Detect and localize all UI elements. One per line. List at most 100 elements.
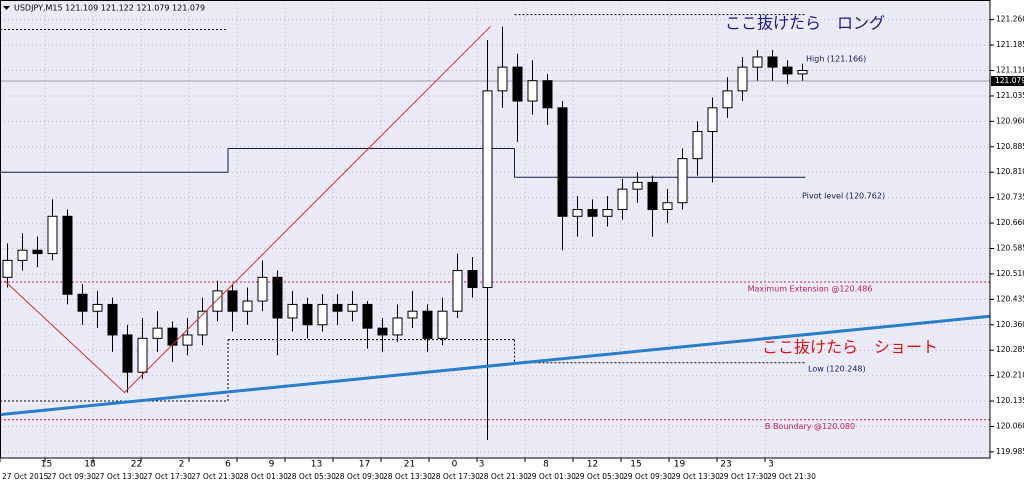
hour-label: 23 bbox=[720, 460, 731, 470]
candle-body bbox=[482, 90, 493, 288]
candle-body bbox=[212, 290, 223, 312]
candle-body bbox=[2, 259, 13, 278]
y-tick-label: 121.260 bbox=[996, 15, 1024, 24]
candle-body bbox=[17, 249, 28, 261]
candle-body bbox=[752, 56, 763, 68]
y-tick-label: 121.035 bbox=[996, 91, 1024, 100]
x-tick-label: 27 Oct 2015 bbox=[2, 472, 49, 481]
candle-body bbox=[362, 303, 373, 329]
candle-body bbox=[197, 310, 208, 336]
menu-arrow bbox=[3, 6, 10, 10]
candle-body bbox=[542, 80, 553, 109]
candle-body bbox=[437, 310, 448, 339]
x-tick-label: 27 Oct 21:30 bbox=[191, 472, 240, 481]
candle-body bbox=[767, 56, 778, 68]
annotation-low: Low (120.248) bbox=[808, 365, 866, 374]
hour-label: 21 bbox=[404, 460, 415, 470]
chart-title: USDJPY,M15 121.109 121.122 121.079 121.0… bbox=[14, 4, 205, 13]
y-tick-label: 120.735 bbox=[996, 193, 1024, 202]
y-tick-label: 120.285 bbox=[996, 345, 1024, 354]
y-tick-label: 120.435 bbox=[996, 294, 1024, 303]
x-tick-label: 27 Oct 17:30 bbox=[143, 472, 192, 481]
candle-body bbox=[527, 80, 538, 102]
candle-body bbox=[107, 303, 118, 336]
hour-label: 13 bbox=[311, 460, 322, 470]
x-tick-label: 29 Oct 01:30 bbox=[527, 472, 576, 481]
candle-body bbox=[227, 290, 238, 312]
plot-area bbox=[0, 0, 990, 458]
hour-label: 12 bbox=[587, 460, 598, 470]
x-tick-label: 28 Oct 17:30 bbox=[431, 472, 480, 481]
hour-label: 15 bbox=[630, 460, 641, 470]
y-tick-label: 120.510 bbox=[996, 269, 1024, 278]
trend-line bbox=[0, 314, 991, 417]
candle-body bbox=[662, 202, 673, 211]
hour-label: 15 bbox=[41, 460, 52, 470]
y-tick-label: 120.210 bbox=[996, 371, 1024, 380]
x-tick-label: 28 Oct 21:30 bbox=[479, 472, 528, 481]
candle-body bbox=[302, 303, 313, 326]
y-tick-label: 121.185 bbox=[996, 40, 1024, 49]
level-label: B Boundary @120.080 bbox=[765, 422, 855, 431]
candle-body bbox=[317, 303, 328, 326]
candle-body bbox=[632, 181, 643, 190]
candle-body bbox=[722, 90, 733, 109]
hour-label: 0 bbox=[452, 460, 458, 470]
y-tick-label: 119.985 bbox=[996, 447, 1024, 456]
candle-body bbox=[122, 334, 133, 373]
hour-label: 19 bbox=[674, 460, 686, 470]
y-tick-label: 120.135 bbox=[996, 396, 1024, 405]
candle-body bbox=[617, 188, 628, 211]
current-price-box bbox=[991, 76, 1024, 87]
candle-body bbox=[272, 276, 283, 319]
x-tick-label: 28 Oct 05:30 bbox=[287, 472, 336, 481]
candle-body bbox=[497, 66, 508, 92]
candle-body bbox=[587, 209, 598, 217]
candle-body bbox=[557, 107, 568, 217]
current-price-label: 121.079 bbox=[995, 76, 1024, 85]
hour-label: 17 bbox=[359, 460, 370, 470]
candle-body bbox=[242, 300, 253, 312]
level-label: Maximum Extension @120.486 bbox=[748, 285, 873, 294]
candle-body bbox=[782, 66, 793, 75]
y-tick-label: 120.885 bbox=[996, 142, 1024, 151]
candle-body bbox=[452, 270, 463, 312]
hour-label: 6 bbox=[225, 460, 231, 470]
y-tick-label: 120.660 bbox=[996, 218, 1024, 227]
candle-body bbox=[467, 270, 478, 288]
y-tick-label: 120.585 bbox=[996, 243, 1024, 252]
hour-label: 22 bbox=[131, 460, 142, 470]
candle-body bbox=[287, 303, 298, 319]
y-tick-label: 120.360 bbox=[996, 320, 1024, 329]
candle-body bbox=[182, 334, 193, 346]
hour-label: 8 bbox=[543, 460, 549, 470]
candle-body bbox=[707, 107, 718, 133]
hour-label: 2 bbox=[179, 460, 185, 470]
hour-label: 3 bbox=[479, 460, 485, 470]
x-tick-label: 29 Oct 17:30 bbox=[719, 472, 768, 481]
layer: Maximum Extension @120.486 B Boundary @12… bbox=[0, 0, 991, 458]
candle-body bbox=[422, 310, 433, 339]
candle-body bbox=[257, 276, 268, 302]
hour-label: 9 bbox=[269, 460, 275, 470]
hour-label: 3 bbox=[768, 460, 774, 470]
y-tick-label: 121.110 bbox=[996, 66, 1024, 75]
candle-body bbox=[737, 66, 748, 92]
candle-body bbox=[62, 215, 73, 295]
candle-body bbox=[572, 209, 583, 217]
candle-body bbox=[512, 66, 523, 102]
candle-body bbox=[392, 317, 403, 336]
annotation-high: High (121.166) bbox=[806, 55, 866, 64]
x-tick-label: 28 Oct 13:30 bbox=[383, 472, 432, 481]
candle-body bbox=[797, 70, 808, 75]
x-tick-label: 28 Oct 01:30 bbox=[239, 472, 288, 481]
candle-body bbox=[77, 293, 88, 312]
annotation-long: ここ抜けたら ロング bbox=[725, 14, 885, 33]
candle-body bbox=[32, 249, 43, 255]
x-tick-label: 29 Oct 05:30 bbox=[575, 472, 624, 481]
candle-body bbox=[692, 131, 703, 160]
candle-body bbox=[347, 303, 358, 312]
x-tick-label: 29 Oct 13:30 bbox=[671, 472, 720, 481]
candle-body bbox=[152, 327, 163, 339]
plot-border bbox=[0, 0, 991, 459]
